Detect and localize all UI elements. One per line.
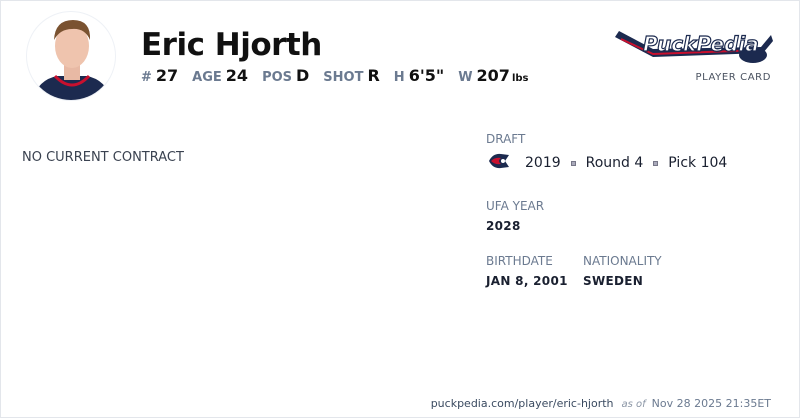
weight-unit: lbs <box>511 73 529 84</box>
age-label: AGE <box>192 70 222 85</box>
player-url-link[interactable]: puckpedia.com/player/eric-hjorth <box>430 397 614 410</box>
as-of-label: as of <box>621 399 646 410</box>
birthdate-label: BIRTHDATE <box>486 254 553 268</box>
svg-text:PuckPedia: PuckPedia <box>643 32 759 56</box>
pos-label: POS <box>262 70 293 85</box>
separator-icon <box>570 160 576 166</box>
footer: puckpedia.com/player/eric-hjorth as of Nov… <box>431 397 771 410</box>
draft-pick: Pick 104 <box>668 155 728 171</box>
number-value: 27 <box>155 66 179 85</box>
shot-value: R <box>367 66 380 85</box>
contract-status: NO CURRENT CONTRACT <box>22 150 184 165</box>
player-avatar <box>26 11 116 101</box>
draft-info: 2019 Round 4 Pick 104 <box>487 152 727 174</box>
draft-round: Round 4 <box>585 155 644 171</box>
age-value: 24 <box>225 66 249 85</box>
ufa-year-value: 2028 <box>486 219 521 233</box>
timestamp: Nov 28 2025 21:35ET <box>651 397 771 410</box>
puckpedia-logo[interactable]: PuckPedia <box>613 27 775 71</box>
pos-value: D <box>296 66 310 85</box>
player-stats: #27 AGE 24 POS D SHOT R H 6'5" W 207 lbs <box>141 66 528 85</box>
player-name: Eric Hjorth <box>141 27 322 63</box>
birthdate-value: JAN 8, 2001 <box>486 274 568 288</box>
nationality-label: NATIONALITY <box>583 254 662 268</box>
height-label: H <box>393 70 405 85</box>
separator-icon <box>653 160 659 166</box>
height-value: 6'5" <box>408 66 445 85</box>
blue-jackets-logo-icon <box>487 152 511 174</box>
number-label: # <box>141 70 152 85</box>
ufa-year-label: UFA YEAR <box>486 199 545 213</box>
nationality-value: SWEDEN <box>583 274 644 288</box>
shot-label: SHOT <box>323 70 364 85</box>
weight-value: 207 <box>476 66 510 85</box>
draft-year: 2019 <box>525 155 561 171</box>
draft-label: DRAFT <box>486 132 526 146</box>
weight-label: W <box>458 70 473 85</box>
player-card-label: PLAYER CARD <box>695 72 771 83</box>
